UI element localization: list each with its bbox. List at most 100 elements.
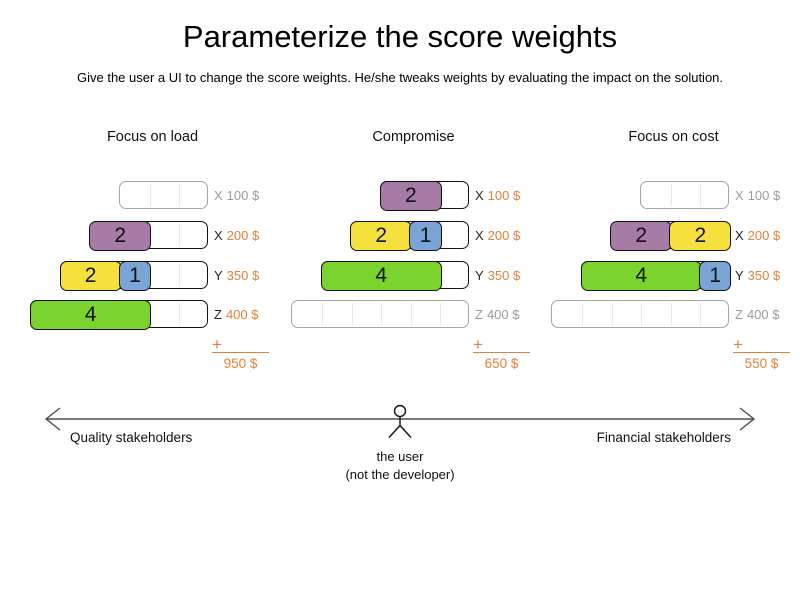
weight-row: Z 400 $ — [551, 300, 796, 328]
constraint-name: X — [214, 187, 223, 203]
sum-block: +550 $ — [733, 335, 790, 371]
weight-row: 2 2 X 200 $ — [551, 220, 796, 252]
cell-divider — [179, 303, 181, 325]
cell-divider — [641, 303, 643, 325]
constraint-price: 100 $ — [226, 187, 260, 203]
panel-focus-on-cost: Focus on cost X 100 $2 2 X 200 $4 1 Y 350 $ Z 400 … — [551, 125, 796, 390]
row-label: X 200 $ — [735, 221, 780, 249]
stakeholder-axis-graphic — [44, 404, 756, 438]
weight-row: 2 1 X 200 $ — [291, 220, 536, 252]
constraint-name: Y — [735, 267, 744, 283]
row-label: X 100 $ — [214, 181, 259, 209]
cell-divider — [351, 303, 353, 325]
weight-block-blue: 1 — [699, 260, 732, 292]
cell-divider — [670, 184, 672, 206]
weight-row: 4 1 Y 350 $ — [551, 260, 796, 292]
weight-block-yellow: 2 — [669, 220, 732, 252]
plus-sign: + — [473, 335, 483, 354]
weight-box: 2 — [89, 220, 208, 252]
arrowhead-left-icon — [44, 407, 61, 431]
row-label: Z 400 $ — [475, 300, 520, 328]
financial-stakeholders-label: Financial stakeholders — [596, 430, 731, 445]
cell-divider — [440, 303, 442, 325]
weight-box — [291, 300, 469, 328]
weight-row: Z 400 $ — [291, 300, 536, 328]
row-label: X 200 $ — [475, 221, 520, 249]
constraint-name: Y — [475, 267, 484, 283]
panel-title: Focus on cost — [628, 129, 719, 145]
cell-divider — [149, 184, 151, 206]
sum-line — [473, 352, 530, 353]
constraint-price: 350 $ — [747, 267, 781, 283]
weight-box — [640, 181, 729, 209]
cell-divider — [700, 303, 702, 325]
total-cost: 550 $ — [744, 356, 779, 371]
total-cost: 950 $ — [223, 356, 258, 371]
weight-block-green: 4 — [580, 260, 702, 292]
weight-block-purple: 2 — [89, 220, 152, 252]
constraint-name: X — [475, 227, 484, 243]
weight-block-blue: 1 — [409, 220, 442, 252]
plus-sign: + — [733, 335, 743, 354]
row-label: Y 350 $ — [735, 261, 780, 289]
constraint-name: X — [735, 187, 744, 203]
cell-divider — [700, 184, 702, 206]
cell-divider — [410, 303, 412, 325]
weight-block-purple: 2 — [610, 220, 673, 252]
cell-divider — [611, 303, 613, 325]
row-label: X 200 $ — [214, 221, 259, 249]
sum-line — [733, 352, 790, 353]
user-label-line2: (not the developer) — [345, 467, 455, 482]
cell-divider — [179, 224, 181, 246]
weight-row: 2 X 100 $ — [291, 180, 536, 212]
weight-box: 2 — [379, 180, 469, 212]
row-label: Z 400 $ — [214, 300, 259, 328]
plus-sign: + — [212, 335, 222, 354]
weight-block-yellow: 2 — [350, 220, 413, 252]
sum-block: +650 $ — [473, 335, 530, 371]
weight-row: X 100 $ — [551, 181, 796, 209]
panel-focus-on-load: Focus on load X 100 $2 X 200 $2 1 Y 350 $4 Z 400 … — [30, 125, 275, 390]
constraint-name: X — [214, 227, 223, 243]
constraint-price: 200 $ — [226, 227, 260, 243]
weight-row: 4 Y 350 $ — [291, 260, 536, 292]
weight-row: 2 X 200 $ — [30, 220, 275, 252]
sum-line — [212, 352, 269, 353]
constraint-price: 400 $ — [225, 306, 259, 322]
page-subtitle: Give the user a UI to change the score w… — [76, 70, 724, 85]
row-label: X 100 $ — [735, 181, 780, 209]
row-label: Y 350 $ — [475, 261, 520, 289]
constraint-price: 200 $ — [747, 227, 781, 243]
cell-divider — [381, 303, 383, 325]
weight-box — [551, 300, 729, 328]
constraint-price: 100 $ — [747, 187, 781, 203]
page-title: Parameterize the score weights — [182, 19, 618, 54]
arrowhead-right-icon — [739, 407, 756, 431]
constraint-price: 100 $ — [487, 187, 521, 203]
constraint-name: Y — [214, 267, 223, 283]
weight-block-purple: 2 — [379, 180, 442, 212]
user-label-line1: the user — [376, 449, 424, 464]
constraint-name: X — [475, 187, 484, 203]
quality-stakeholders-label: Quality stakeholders — [70, 430, 193, 445]
weight-row: 2 1 Y 350 $ — [30, 260, 275, 292]
cell-divider — [321, 303, 323, 325]
weight-block-green: 4 — [30, 299, 152, 331]
weight-block-blue: 1 — [118, 260, 152, 292]
row-label: Y 350 $ — [214, 261, 259, 289]
panel-title: Compromise — [372, 129, 455, 145]
user-actor-icon — [388, 404, 412, 438]
cell-divider — [581, 303, 583, 325]
total-cost: 650 $ — [484, 356, 519, 371]
weight-block-yellow: 2 — [59, 260, 122, 292]
weight-row: X 100 $ — [30, 181, 275, 209]
panel-title: Focus on load — [106, 129, 199, 145]
weight-box: 4 — [320, 260, 469, 292]
sum-block: +950 $ — [212, 335, 269, 371]
constraint-name: Z — [735, 306, 743, 322]
